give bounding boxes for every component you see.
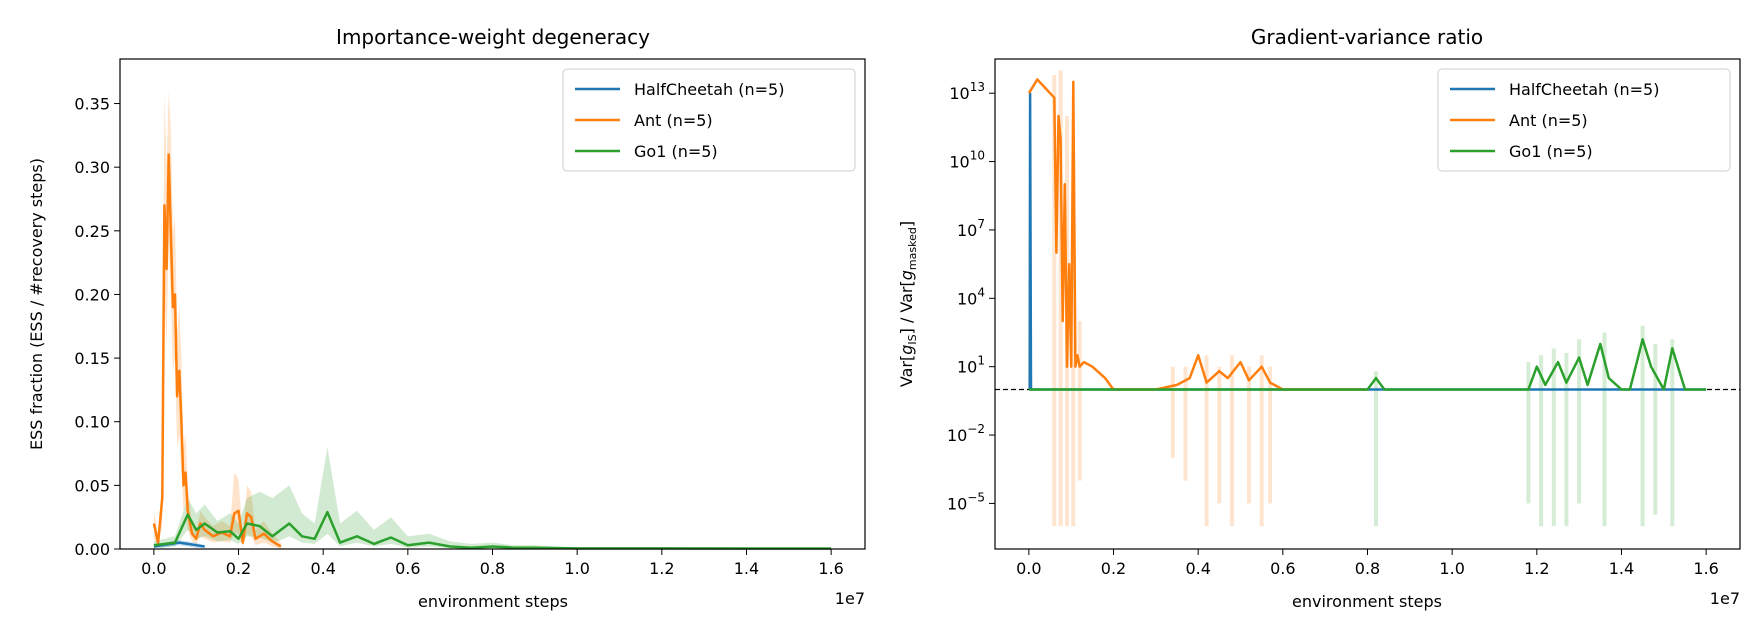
left-series-go1 <box>153 510 832 550</box>
left-xtick-label: 1.6 <box>818 559 843 578</box>
left-xtick-label: 1.4 <box>734 559 759 578</box>
right-ytick-label: 1013 <box>949 80 985 103</box>
right-band-go1 <box>1653 343 1658 515</box>
right-xtick-label: 0.0 <box>1016 559 1041 578</box>
chart-left-ylabel: ESS fraction (ESS / #recovery steps) <box>27 158 46 450</box>
chart-left-legend-label-ant: Ant (n=5) <box>634 111 713 130</box>
right-ytick-label: 104 <box>957 285 985 308</box>
right-band-go1 <box>1564 353 1569 527</box>
right-xtick-label: 0.8 <box>1355 559 1380 578</box>
chart-left-lines <box>152 153 832 550</box>
chart-left-legend-box <box>562 68 856 172</box>
right-band-go1 <box>1551 348 1556 527</box>
chart-left-x-offset: 1e7 <box>835 589 865 608</box>
chart-right-legend-label-go1: Go1 (n=5) <box>1509 142 1593 161</box>
right-ytick-label: 107 <box>957 217 985 240</box>
chart-left-legend-label-go1: Go1 (n=5) <box>634 142 718 161</box>
right-band-go1 <box>1602 332 1607 527</box>
chart-right-yticks: 10−5 10−2 101 104 107 1010 1013 <box>947 80 995 513</box>
left-ytick-label: 0.35 <box>74 95 110 114</box>
right-ytick-label: 10−5 <box>947 490 985 513</box>
chart-left-xticks: 0.0 0.2 0.4 0.6 0.8 1.0 1.2 1.4 1.6 <box>141 549 844 578</box>
right-band-go1 <box>1670 339 1675 527</box>
left-ytick-label: 0.20 <box>74 285 110 304</box>
left-ytick-label: 0.25 <box>74 222 110 241</box>
left-xtick-label: 1.0 <box>564 559 589 578</box>
right-xtick-label: 1.0 <box>1439 559 1464 578</box>
right-xtick-label: 0.6 <box>1270 559 1295 578</box>
ylabel-part-sym2: g <box>897 270 916 280</box>
right-band-go1 <box>1539 355 1544 527</box>
chart-right-x-offset: 1e7 <box>1710 589 1740 608</box>
right-band-go1 <box>1374 371 1378 527</box>
chart-right-xticks: 0.0 0.2 0.4 0.6 0.8 1.0 1.2 1.4 1.6 <box>1016 549 1719 578</box>
chart-left-xlabel: environment steps <box>418 592 568 611</box>
ylabel-part-mid: ] / Var[ <box>897 280 916 334</box>
right-band-ant <box>1077 321 1082 481</box>
left-band-ant <box>153 90 281 550</box>
chart-right-legend: HalfCheetah (n=5) Ant (n=5) Go1 (n=5) <box>1437 68 1731 172</box>
right-band-ant <box>1204 355 1209 527</box>
chart-right: Gradient-variance ratio 0.0 0.2 0.4 0.6 0.8 1… <box>897 25 1741 611</box>
chart-left-legend: HalfCheetah (n=5) Ant (n=5) Go1 (n=5) <box>562 68 856 172</box>
right-band-go1 <box>1526 362 1531 504</box>
right-series-ant <box>1027 78 1368 391</box>
chart-left-yticks: 0.00 0.05 0.10 0.15 0.20 0.25 0.30 0.35 <box>74 95 120 559</box>
right-band-ant <box>1259 355 1264 527</box>
right-ytick-label: 10−2 <box>947 422 985 445</box>
right-ytick-label: 101 <box>957 354 985 377</box>
chart-right-legend-label-halfcheetah: HalfCheetah (n=5) <box>1509 80 1659 99</box>
right-band-ant <box>1217 366 1222 504</box>
ylabel-part-pre: Var[ <box>897 355 916 387</box>
left-xtick-label: 0.8 <box>480 559 505 578</box>
chart-right-legend-label-ant: Ant (n=5) <box>1509 111 1588 130</box>
right-xtick-label: 1.4 <box>1609 559 1634 578</box>
left-xtick-label: 0.0 <box>141 559 166 578</box>
right-series-go1 <box>1028 338 1707 391</box>
chart-left-title: Importance-weight degeneracy <box>336 25 650 49</box>
chart-right-title: Gradient-variance ratio <box>1251 25 1483 49</box>
right-band-ant <box>1052 75 1057 527</box>
right-band-ant <box>1183 366 1188 481</box>
left-ytick-label: 0.15 <box>74 349 110 368</box>
right-band-go1 <box>1640 325 1645 527</box>
right-band-ant <box>1170 366 1175 458</box>
left-series-ant <box>152 153 282 548</box>
right-band-ant <box>1247 366 1251 504</box>
chart-right-ylabel: Var[gIS] / Var[gmasked] <box>897 221 919 387</box>
chart-right-legend-box <box>1437 68 1731 172</box>
left-xtick-label: 0.4 <box>310 559 335 578</box>
left-xtick-label: 0.2 <box>226 559 251 578</box>
left-ytick-label: 0.30 <box>74 158 110 177</box>
right-band-ant <box>1071 161 1076 527</box>
right-band-go1 <box>1577 339 1582 504</box>
left-ytick-label: 0.05 <box>74 476 110 495</box>
left-ytick-label: 0.10 <box>74 413 110 432</box>
right-xtick-label: 1.2 <box>1524 559 1549 578</box>
ylabel-part-post: ] <box>897 221 916 227</box>
ylabel-part-sym1: g <box>897 345 916 355</box>
left-ytick-label: 0.00 <box>74 540 110 559</box>
left-xtick-label: 1.2 <box>649 559 674 578</box>
left-xtick-label: 0.6 <box>395 559 420 578</box>
chart-right-lines <box>1027 78 1707 391</box>
right-band-ant <box>1058 70 1063 527</box>
right-xtick-label: 0.2 <box>1101 559 1126 578</box>
right-band-ant <box>1230 355 1234 527</box>
chart-left: Importance-weight degeneracy 0.0 0.2 0.4 0.… <box>27 25 866 611</box>
right-xtick-label: 1.6 <box>1693 559 1718 578</box>
chart-right-xlabel: environment steps <box>1292 592 1442 611</box>
right-xtick-label: 0.4 <box>1185 559 1210 578</box>
ylabel-part-sub2: masked <box>906 227 919 270</box>
right-band-ant <box>1268 366 1273 504</box>
right-ytick-label: 1010 <box>949 149 985 172</box>
chart-left-legend-label-halfcheetah: HalfCheetah (n=5) <box>634 80 784 99</box>
ylabel-part-sub1: IS <box>906 334 919 344</box>
